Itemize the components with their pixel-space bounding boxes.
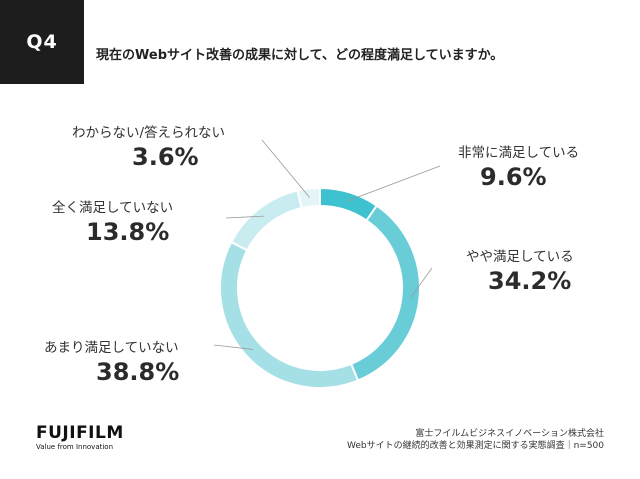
source-survey: Webサイトの継続的改善と効果測定に関する実態調査｜n=500 xyxy=(346,441,604,451)
source-note: 富士フイルムビジネスイノベーション株式会社 Webサイトの継続的改善と効果測定に… xyxy=(347,428,604,452)
slice-label-not-at-all-satisfied: 全く満足していない 13.8% xyxy=(52,196,173,246)
leader-line-not-very-satisfied xyxy=(213,344,253,350)
category-label: 非常に満足している xyxy=(458,145,580,161)
donut-slice-not-at-all-satisfied xyxy=(229,189,303,252)
category-label: あまり満足していない xyxy=(44,340,179,356)
category-label: 全く満足していない xyxy=(52,200,174,216)
slice-label-not-very-satisfied: あまり満足していない 38.8% xyxy=(44,336,179,386)
donut-slice-not-very-satisfied xyxy=(219,240,360,389)
source-company: 富士フイルムビジネスイノベーション株式会社 xyxy=(415,429,604,439)
slice-label-very-satisfied: 非常に満足している 9.6% xyxy=(458,141,579,191)
brand-name: FUJIFILM xyxy=(36,423,124,443)
data-label: 13.8% xyxy=(86,218,170,246)
category-label: わからない/答えられない xyxy=(72,125,226,141)
data-label: 9.6% xyxy=(480,163,547,191)
leader-line-somewhat-satisfied xyxy=(410,267,433,298)
leader-line-not-at-all-satisfied xyxy=(225,215,265,219)
question-title: 現在のWebサイト改善の成果に対して、どの程度満足していますか。 xyxy=(96,48,504,63)
question-number-badge: Q4 xyxy=(0,0,84,84)
donut-slice-somewhat-satisfied xyxy=(349,204,421,382)
data-label: 3.6% xyxy=(132,143,199,171)
leader-line-very-satisfied xyxy=(346,165,441,202)
slice-label-dont-know: わからない/答えられない 3.6% xyxy=(72,121,225,171)
fujifilm-logo: FUJIFILM Value from Innovation xyxy=(36,424,124,451)
category-label: やや満足している xyxy=(466,249,574,265)
donut-slice-dont-know xyxy=(296,186,321,210)
data-label: 34.2% xyxy=(488,267,572,295)
brand-tagline: Value from Innovation xyxy=(36,443,114,451)
slice-label-somewhat-satisfied: やや満足している 34.2% xyxy=(466,245,574,295)
data-label: 38.8% xyxy=(96,358,180,386)
leader-line-dont-know xyxy=(261,139,311,198)
